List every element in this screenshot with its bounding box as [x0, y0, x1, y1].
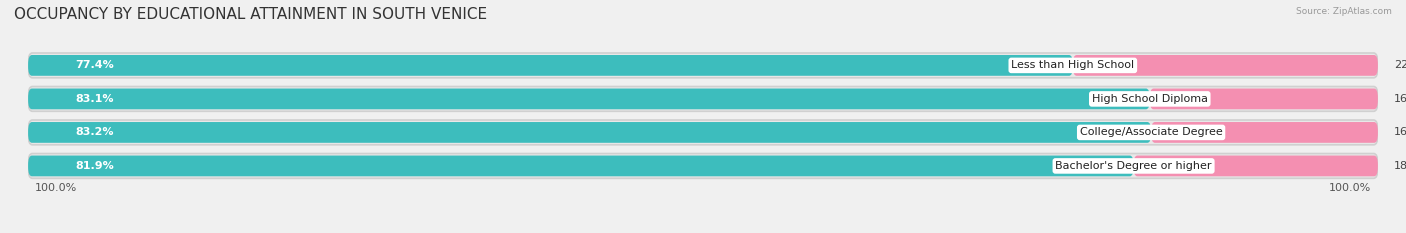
Text: College/Associate Degree: College/Associate Degree — [1080, 127, 1222, 137]
Text: 77.4%: 77.4% — [76, 60, 114, 70]
Text: Less than High School: Less than High School — [1011, 60, 1135, 70]
FancyBboxPatch shape — [1150, 89, 1378, 109]
FancyBboxPatch shape — [1133, 156, 1378, 176]
Text: 22.6%: 22.6% — [1395, 60, 1406, 70]
FancyBboxPatch shape — [1073, 55, 1378, 76]
Text: Source: ZipAtlas.com: Source: ZipAtlas.com — [1296, 7, 1392, 16]
Text: 16.8%: 16.8% — [1395, 127, 1406, 137]
FancyBboxPatch shape — [28, 86, 1378, 111]
FancyBboxPatch shape — [28, 120, 1378, 145]
FancyBboxPatch shape — [28, 122, 1152, 143]
Text: 18.1%: 18.1% — [1395, 161, 1406, 171]
FancyBboxPatch shape — [28, 55, 1073, 76]
FancyBboxPatch shape — [28, 89, 1150, 109]
Text: Bachelor's Degree or higher: Bachelor's Degree or higher — [1056, 161, 1212, 171]
Text: 83.2%: 83.2% — [76, 127, 114, 137]
FancyBboxPatch shape — [28, 156, 1133, 176]
Text: 100.0%: 100.0% — [1329, 183, 1371, 193]
Text: 100.0%: 100.0% — [35, 183, 77, 193]
Text: 81.9%: 81.9% — [76, 161, 114, 171]
Text: 83.1%: 83.1% — [76, 94, 114, 104]
FancyBboxPatch shape — [28, 154, 1378, 178]
Text: High School Diploma: High School Diploma — [1092, 94, 1208, 104]
FancyBboxPatch shape — [28, 53, 1378, 78]
FancyBboxPatch shape — [1152, 122, 1378, 143]
Text: OCCUPANCY BY EDUCATIONAL ATTAINMENT IN SOUTH VENICE: OCCUPANCY BY EDUCATIONAL ATTAINMENT IN S… — [14, 7, 488, 22]
Text: 16.9%: 16.9% — [1395, 94, 1406, 104]
